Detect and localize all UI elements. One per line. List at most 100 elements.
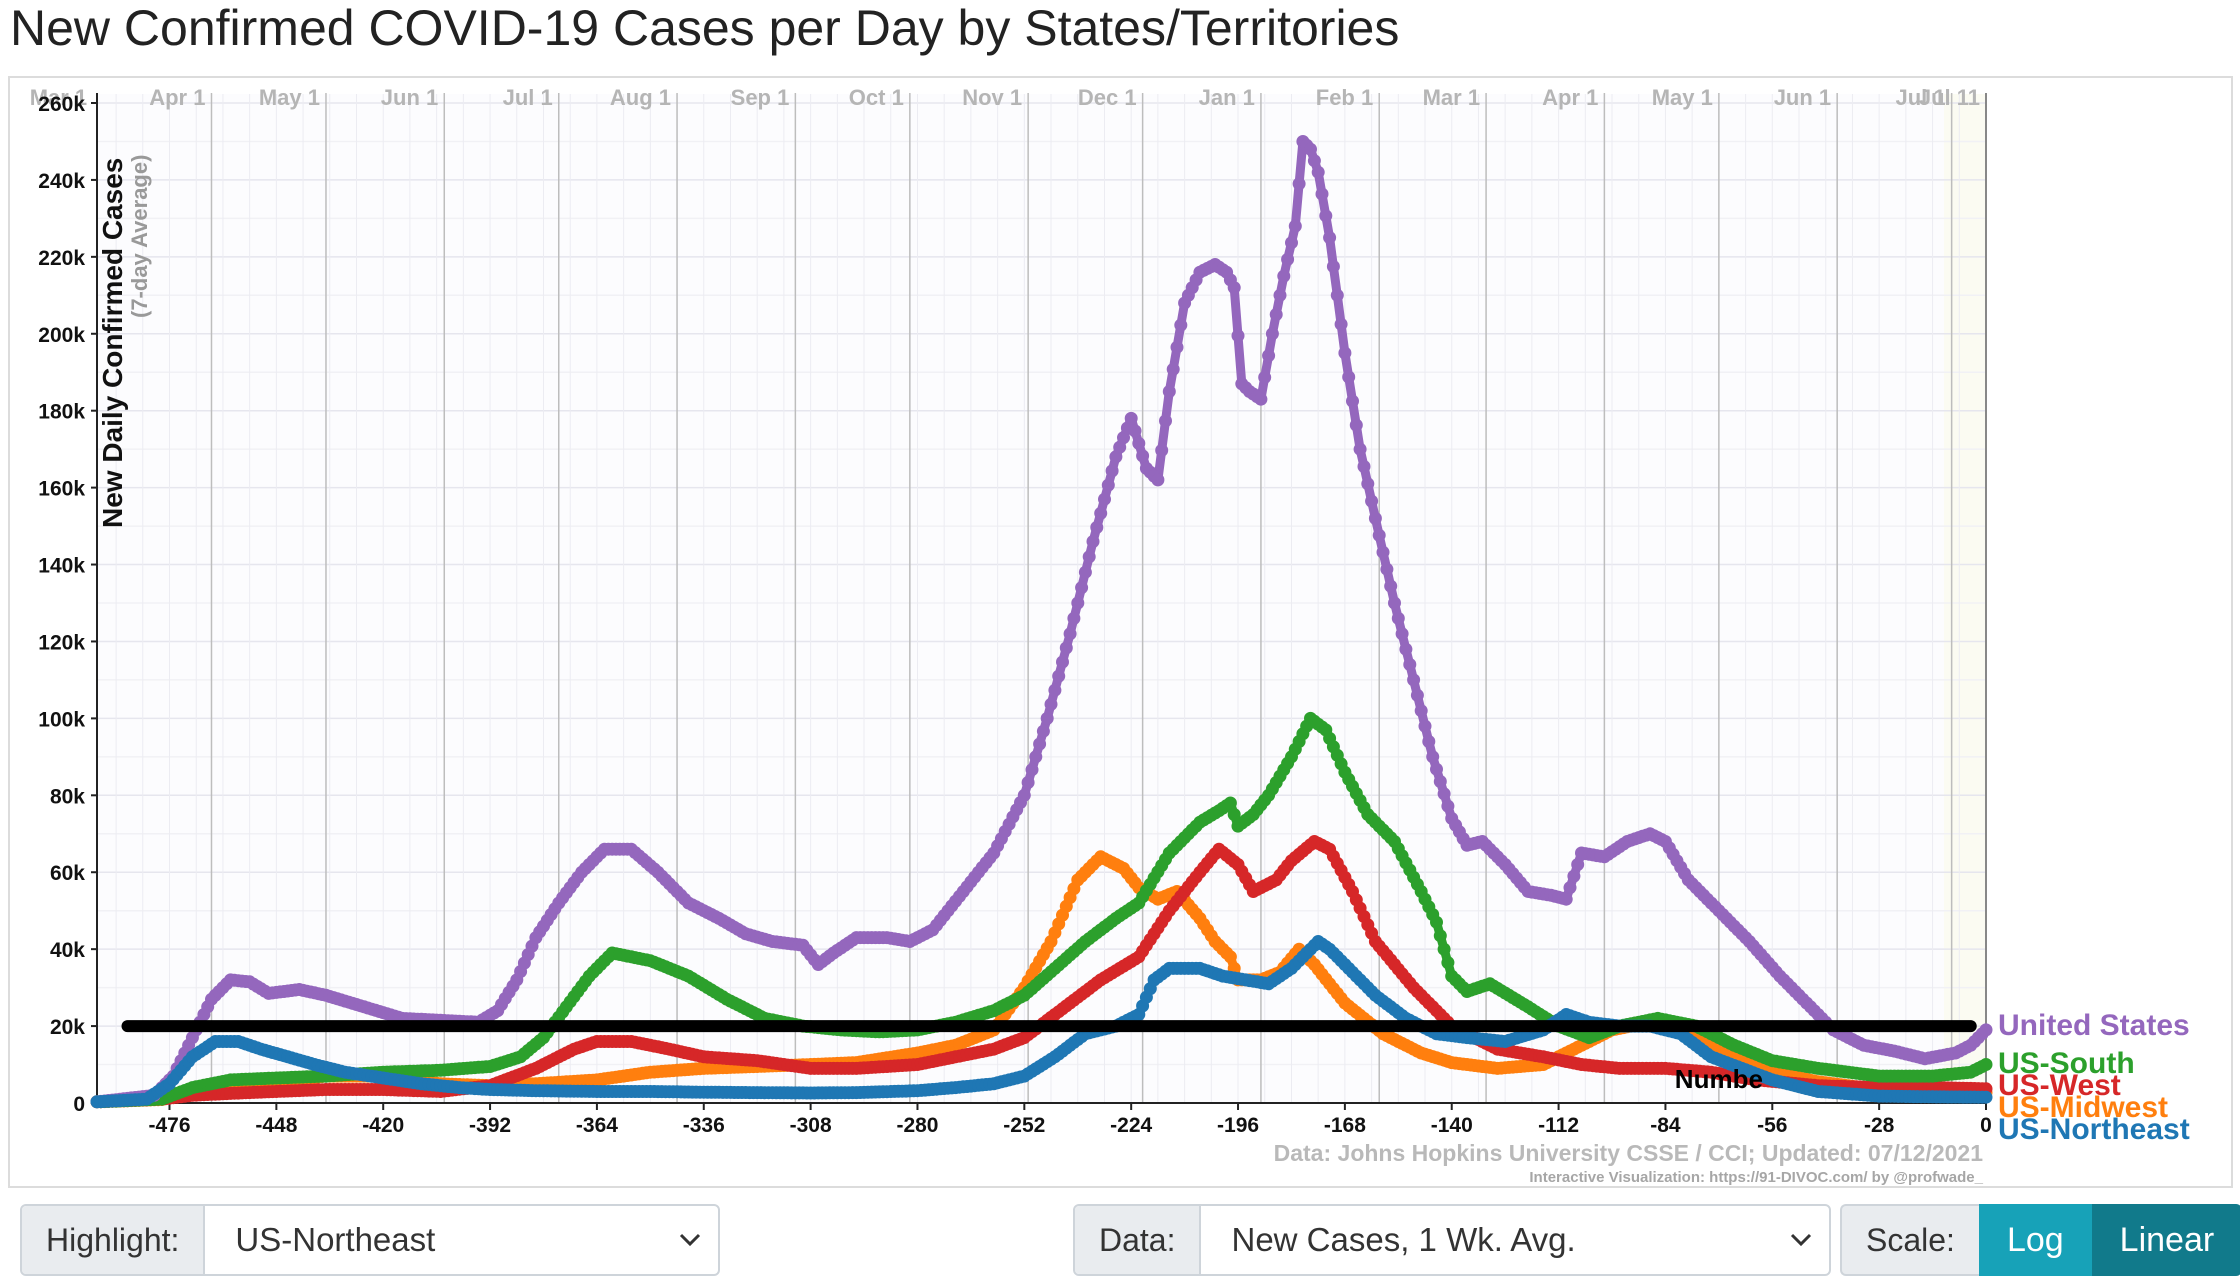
- x-tick-label: -252: [1003, 1114, 1045, 1137]
- data-point: [1426, 750, 1440, 764]
- month-label: Oct 1: [849, 85, 904, 110]
- month-label: Jul 1: [503, 85, 553, 110]
- data-point: [1330, 288, 1344, 302]
- month-label: Jan 1: [1199, 85, 1255, 110]
- data-point: [1067, 611, 1081, 625]
- data-point: [1227, 808, 1241, 821]
- x-tick-label: -336: [683, 1114, 725, 1137]
- y-tick-label: 80k: [50, 785, 85, 808]
- month-label: Apr 1: [1542, 85, 1598, 110]
- y-tick-label: 200k: [38, 324, 85, 347]
- data-point: [1071, 596, 1085, 610]
- data-point: [1380, 562, 1394, 576]
- x-tick-label: -28: [1864, 1114, 1895, 1137]
- data-point: [1078, 565, 1092, 579]
- y-axis-sublabel: (7-day Average): [127, 155, 152, 318]
- x-tick-label: -448: [255, 1114, 297, 1137]
- y-tick-label: 260k: [38, 93, 85, 116]
- data-point: [1227, 281, 1241, 295]
- data-point: [1433, 929, 1447, 943]
- chevron-down-icon: [676, 1226, 704, 1254]
- data-point: [1159, 414, 1172, 428]
- data-point: [1056, 655, 1069, 669]
- data-point: [1368, 511, 1382, 525]
- x-tick-label: -196: [1217, 1114, 1259, 1137]
- data-point: [1288, 219, 1302, 233]
- data-point: [1407, 673, 1421, 687]
- source-note: Data: Johns Hopkins University CSSE / CC…: [1274, 1140, 1984, 1166]
- y-axis-title: New Daily Confirmed Cases (7-day Average…: [97, 155, 152, 528]
- month-label: Aug 1: [610, 85, 671, 110]
- current-month-band: [1944, 94, 1986, 1102]
- data-point: [1403, 658, 1417, 671]
- data-point: [1433, 775, 1447, 788]
- x-tick-label: -308: [790, 1114, 832, 1137]
- data-point: [1292, 177, 1306, 191]
- data-point: [1040, 711, 1054, 725]
- highlight-label: Highlight:: [22, 1206, 206, 1274]
- data-select[interactable]: Data: New Cases, 1 Wk. Avg.: [1073, 1204, 1831, 1276]
- y-tick-label: 20k: [50, 1016, 85, 1039]
- data-point: [1422, 735, 1436, 748]
- data-point: [1323, 231, 1337, 245]
- threshold-label: Numbe: [1675, 1064, 1763, 1094]
- y-tick-label: 40k: [50, 939, 85, 962]
- data-point: [1151, 473, 1165, 487]
- data-point: [1437, 787, 1451, 801]
- data-point: [1285, 236, 1298, 250]
- series-label: US-Northeast: [1998, 1113, 2190, 1146]
- data-point: [1399, 642, 1413, 656]
- data-point: [1059, 641, 1073, 655]
- data-point: [1281, 252, 1295, 266]
- data-point: [1430, 915, 1443, 929]
- month-label: Mar 1: [1423, 85, 1480, 110]
- data-point: [1346, 394, 1359, 408]
- scale-toggle: Scale: Log Linear: [1840, 1204, 2240, 1276]
- data-point: [1349, 418, 1363, 432]
- data-point: [1307, 154, 1321, 168]
- data-point: [1098, 492, 1111, 506]
- data-point: [1162, 385, 1176, 398]
- data-point: [1395, 627, 1409, 641]
- chart-panel: Mar 1 Apr 1 May 1 Jun 1 Jul 1 Aug 1 Sep 1 Oct 1…: [8, 76, 2233, 1188]
- y-tick-label: 160k: [38, 478, 85, 501]
- data-point: [1223, 950, 1237, 964]
- data-point: [1052, 669, 1066, 683]
- data-value: New Cases, 1 Wk. Avg.: [1231, 1221, 1576, 1258]
- month-label: Dec 1: [1078, 85, 1137, 110]
- plot-background: [97, 94, 1986, 1102]
- data-point: [1170, 340, 1184, 354]
- data-point: [1128, 424, 1142, 438]
- data-point: [1265, 327, 1279, 341]
- month-label: Jun 1: [381, 85, 438, 110]
- y-tick-label: 60k: [50, 862, 85, 885]
- data-point: [1223, 796, 1237, 810]
- data-dropdown[interactable]: New Cases, 1 Wk. Avg.: [1201, 1206, 1829, 1274]
- data-point: [1384, 579, 1398, 593]
- x-tick-label: 0: [1980, 1114, 1992, 1137]
- highlight-dropdown[interactable]: US-Northeast: [205, 1206, 718, 1274]
- chevron-down-icon: [1787, 1226, 1815, 1254]
- highlight-select[interactable]: Highlight: US-Northeast: [20, 1204, 720, 1276]
- data-point: [1155, 443, 1169, 457]
- x-tick-label: -168: [1324, 1114, 1366, 1137]
- x-tick-label: -392: [469, 1114, 511, 1137]
- y-tick-label: 180k: [38, 401, 85, 424]
- data-point: [1105, 464, 1119, 478]
- month-label: Nov 1: [962, 85, 1022, 110]
- series-label: US-West: [1998, 1069, 2121, 1102]
- data-point: [1338, 346, 1352, 360]
- scale-log-button[interactable]: Log: [1978, 1204, 2092, 1276]
- controls-bar: Highlight: US-Northeast Data: New Cases,…: [0, 1188, 2240, 1284]
- data-point: [1315, 187, 1329, 201]
- data-point: [1254, 392, 1268, 406]
- scale-linear-button[interactable]: Linear: [2091, 1204, 2240, 1276]
- data-point: [1372, 528, 1386, 542]
- month-label: Jul 11: [1919, 85, 1980, 110]
- data-point: [1075, 581, 1089, 595]
- x-tick-label: -140: [1431, 1114, 1473, 1137]
- month-label: Sep 1: [731, 85, 790, 110]
- data-point: [1262, 349, 1276, 363]
- data-point: [1979, 1090, 1993, 1104]
- data-point: [1326, 260, 1340, 273]
